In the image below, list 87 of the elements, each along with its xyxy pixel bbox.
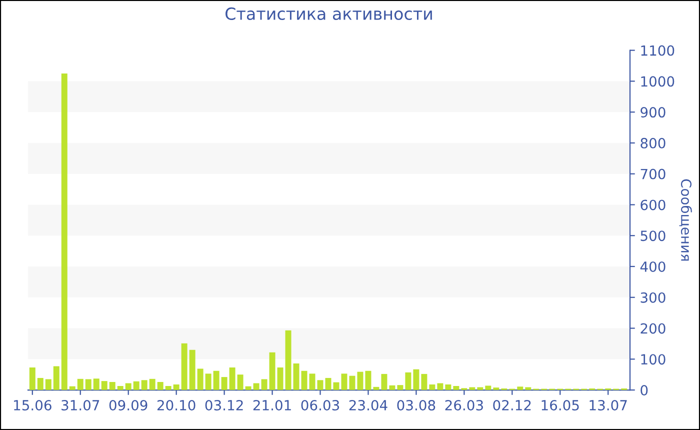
bar: [325, 378, 332, 390]
bar: [349, 376, 356, 390]
bar: [53, 366, 60, 390]
bar: [333, 382, 340, 390]
x-tick-label: 02.12: [493, 400, 531, 410]
bar: [381, 374, 388, 390]
x-tick-label: 13.07: [590, 400, 627, 410]
bar: [413, 369, 420, 390]
bar: [469, 387, 476, 390]
bar: [237, 374, 244, 390]
bar: [493, 388, 500, 390]
y-axis-title: Сообщения: [679, 179, 692, 261]
bar: [37, 378, 44, 390]
y-tick-label: 900: [640, 107, 666, 118]
bar: [165, 386, 172, 390]
y-tick-label: 100: [641, 354, 666, 365]
x-tick-label: 09.09: [109, 400, 148, 410]
bar: [141, 380, 148, 390]
bar: [221, 377, 228, 390]
bar: [437, 383, 444, 390]
bar: [485, 386, 492, 390]
bar: [397, 385, 404, 390]
bar: [373, 386, 380, 390]
bar: [149, 378, 156, 390]
bar: [133, 381, 140, 390]
y-tick-label: 600: [640, 200, 666, 210]
y-tick-label: 1100: [641, 45, 674, 56]
y-tick-label: 500: [640, 230, 666, 242]
bar: [253, 383, 260, 390]
bar: [477, 387, 484, 390]
bar: [285, 330, 292, 390]
bar: [309, 374, 316, 390]
bar: [453, 386, 460, 390]
y-tick-label: 1000: [641, 76, 674, 87]
bar: [213, 370, 220, 390]
bar: [421, 374, 428, 390]
bar: [301, 370, 308, 390]
bar: [229, 367, 236, 390]
y-tick-label: 700: [640, 168, 666, 180]
bar: [189, 350, 196, 390]
bar: [245, 386, 252, 390]
bar: [29, 367, 36, 390]
bar: [389, 385, 396, 390]
x-tick-label: 31.07: [62, 400, 100, 410]
bar: [525, 387, 532, 390]
bar: [173, 384, 180, 390]
x-tick-label: 21.01: [253, 400, 291, 410]
y-tick-label: 300: [640, 292, 666, 303]
bar: [101, 381, 108, 390]
bar: [93, 378, 100, 390]
y-tick-label: 200: [640, 323, 666, 334]
x-tick-label: 15.06: [14, 400, 52, 410]
bar: [45, 379, 52, 390]
x-tick-label: 03.12: [205, 400, 243, 410]
bar: [69, 386, 76, 390]
bar: [77, 378, 84, 390]
bar: [61, 73, 68, 390]
bar: [517, 386, 524, 390]
x-tick-label: 06.03: [301, 400, 340, 410]
bar: [125, 383, 132, 390]
bar: [429, 384, 436, 390]
x-tick-label: 20.10: [157, 400, 196, 410]
bar: [317, 380, 324, 390]
bar: [85, 379, 92, 390]
bar: [405, 372, 412, 390]
bar: [109, 382, 116, 390]
bar: [157, 382, 164, 390]
chart-title: Статистика активности: [226, 7, 432, 20]
bar: [269, 352, 276, 390]
bar: [445, 384, 452, 390]
bar: [205, 374, 212, 390]
bar: [181, 343, 188, 390]
y-tick-label: 0: [640, 384, 648, 396]
bar: [277, 367, 284, 390]
bar: [293, 363, 300, 390]
y-tick-label: 800: [640, 138, 666, 148]
x-tick-label: 03.08: [397, 400, 436, 410]
bar: [117, 386, 124, 390]
bar: [341, 374, 348, 390]
x-tick-label: 16.05: [542, 400, 579, 410]
bar: [197, 368, 204, 390]
x-tick-label: 23.04: [349, 400, 388, 410]
bar: [261, 379, 268, 390]
bar: [365, 370, 372, 390]
x-tick-label: 26.03: [445, 400, 483, 410]
bar: [357, 372, 364, 390]
y-tick-label: 400: [640, 261, 666, 272]
